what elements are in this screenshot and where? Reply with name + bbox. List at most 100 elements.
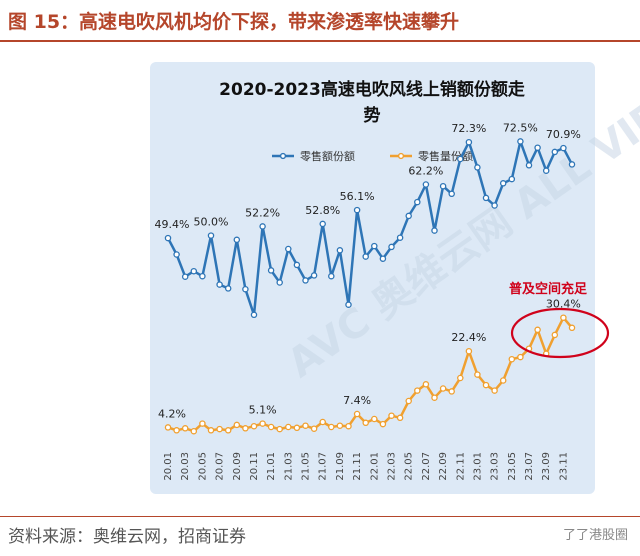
data-point-volume: [216, 425, 223, 433]
x-tick-label: 20.11: [249, 452, 260, 481]
data-point-volume: [181, 425, 189, 432]
data-label: 70.9%: [546, 128, 581, 141]
x-tick-label: 21.09: [335, 452, 346, 481]
data-point-sales: [207, 232, 215, 239]
x-tick-label: 22.03: [387, 452, 398, 481]
data-point-volume: [310, 425, 318, 432]
x-tick-label: 20.09: [232, 452, 243, 481]
data-point-sales: [517, 138, 524, 145]
chart-title-line1: 2020-2023高速电吹风线上销额份额走: [219, 79, 525, 100]
data-point-sales: [371, 242, 378, 250]
data-point-sales: [216, 281, 223, 288]
data-point-volume: [499, 377, 507, 384]
data-point-volume: [431, 394, 438, 401]
data-point-sales: [319, 220, 326, 228]
data-point-sales: [534, 144, 541, 151]
x-tick-label: 21.03: [283, 452, 294, 481]
data-point-volume: [371, 415, 378, 423]
data-point-volume: [474, 371, 481, 378]
x-tick-label: 23.07: [524, 452, 535, 481]
figure-title: 图 15：高速电吹风机均价下探，带来渗透率快速攀升: [8, 11, 460, 33]
x-tick-label: 21.07: [318, 452, 329, 481]
data-point-volume: [405, 397, 412, 405]
corner-watermark: 了了港股圈: [562, 528, 628, 543]
x-tick-label: 20.05: [197, 452, 208, 481]
data-point-sales: [353, 206, 361, 214]
data-point-sales: [465, 138, 473, 146]
data-point-volume: [465, 347, 473, 355]
x-tick-label: 21.11: [352, 452, 363, 481]
data-point-sales: [388, 243, 395, 251]
data-point-sales: [285, 245, 292, 253]
data-point-sales: [379, 255, 387, 262]
x-tick-label: 23.03: [490, 452, 501, 481]
data-point-volume: [336, 422, 344, 429]
data-point-volume: [353, 410, 361, 418]
data-point-sales: [276, 279, 283, 286]
data-label: 4.2%: [158, 407, 186, 420]
data-point-sales: [164, 234, 172, 242]
legend-label-sales: 零售额份额: [300, 149, 355, 163]
data-point-sales: [422, 181, 430, 188]
data-point-volume: [560, 314, 567, 321]
legend-marker-sales: [279, 152, 287, 160]
data-point-sales: [190, 267, 198, 275]
data-point-volume: [448, 388, 455, 395]
data-point-volume: [551, 331, 559, 339]
data-point-sales: [491, 202, 498, 209]
data-label: 52.8%: [305, 204, 340, 217]
data-point-volume: [267, 423, 275, 431]
data-label: 5.1%: [249, 404, 277, 417]
data-point-sales: [224, 285, 232, 292]
x-tick-label: 23.11: [558, 452, 569, 481]
data-point-sales: [405, 212, 412, 220]
x-tick-label: 20.07: [215, 452, 226, 481]
data-point-volume: [534, 326, 541, 334]
data-point-volume: [362, 419, 369, 427]
data-point-sales: [396, 234, 404, 241]
data-point-sales: [474, 164, 481, 171]
data-point-sales: [508, 175, 516, 183]
data-point-sales: [259, 223, 266, 230]
data-point-sales: [542, 167, 550, 174]
data-point-volume: [482, 381, 490, 389]
data-point-sales: [439, 182, 447, 190]
data-point-volume: [207, 427, 215, 434]
data-point-volume: [233, 421, 241, 429]
x-tick-label: 22.09: [438, 452, 449, 481]
data-point-volume: [517, 353, 524, 361]
data-label: 72.5%: [503, 121, 538, 134]
data-point-sales: [233, 236, 241, 244]
data-point-volume: [491, 387, 498, 394]
data-point-volume: [164, 424, 172, 431]
data-point-sales: [482, 194, 490, 202]
source-divider: [0, 516, 640, 517]
data-point-volume: [379, 420, 387, 428]
data-point-sales: [310, 272, 318, 279]
data-point-sales: [267, 267, 275, 274]
x-tick-label: 20.01: [163, 452, 174, 481]
data-point-sales: [328, 272, 335, 280]
data-point-volume: [224, 427, 232, 434]
data-point-sales: [414, 198, 421, 206]
data-point-volume: [345, 422, 352, 430]
data-point-volume: [242, 425, 249, 432]
data-point-sales: [199, 272, 206, 280]
data-point-sales: [173, 251, 180, 258]
data-label: 50.0%: [194, 216, 229, 229]
data-point-volume: [568, 324, 576, 332]
data-label: 62.2%: [408, 165, 443, 178]
x-tick-label: 22.01: [369, 452, 380, 481]
data-point-volume: [276, 425, 283, 433]
x-tick-label: 22.05: [404, 452, 415, 481]
data-label: 22.4%: [451, 331, 486, 344]
data-point-volume: [388, 412, 395, 419]
data-point-volume: [319, 418, 326, 426]
x-tick-label: 21.05: [301, 452, 312, 481]
data-point-sales: [525, 162, 533, 169]
data-point-sales: [499, 180, 507, 187]
data-point-sales: [250, 311, 258, 319]
x-tick-label: 20.03: [180, 452, 191, 481]
data-point-sales: [242, 285, 249, 293]
